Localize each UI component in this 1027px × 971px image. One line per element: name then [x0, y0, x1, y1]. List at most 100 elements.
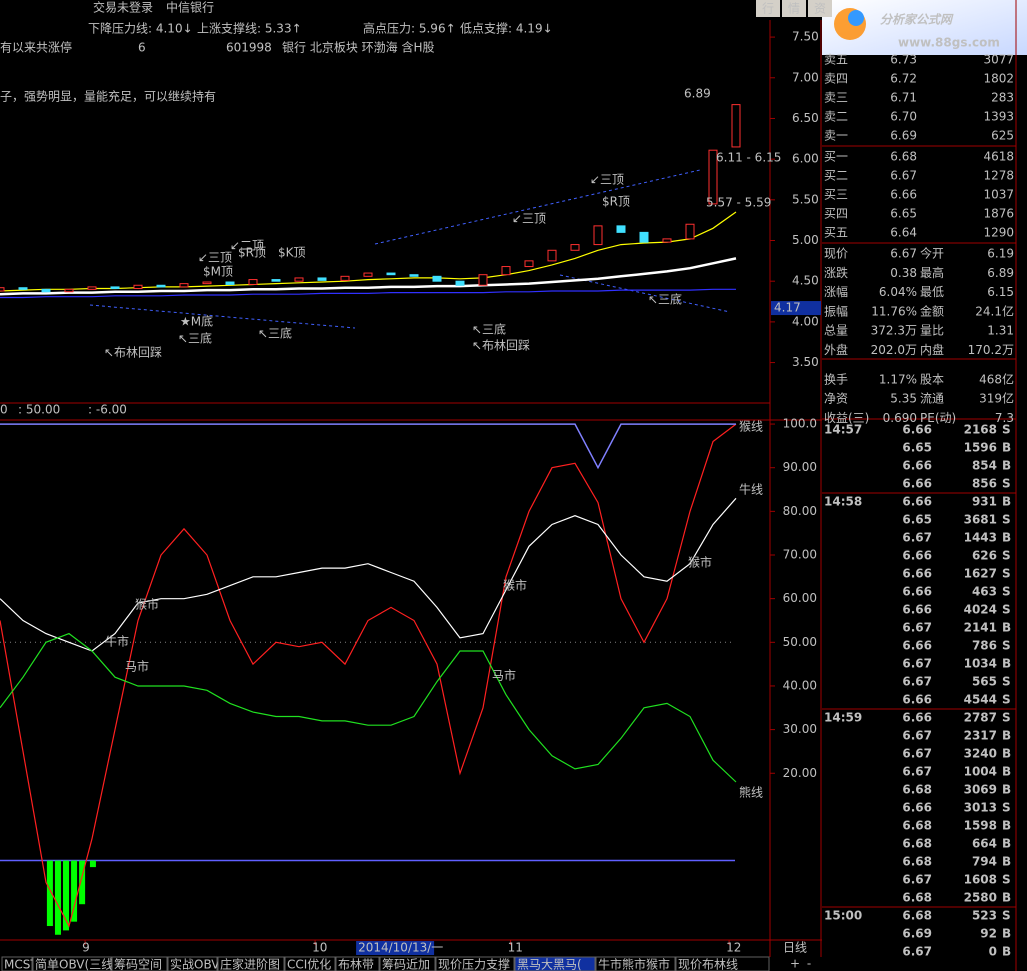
tab[interactable]	[514, 956, 596, 971]
tab-label[interactable]: 现价压力支撑	[438, 957, 510, 971]
tab[interactable]	[217, 956, 285, 971]
header-button[interactable]	[808, 0, 832, 17]
cursor-date-box	[356, 941, 435, 955]
tab-label[interactable]: CCI优化	[287, 958, 331, 971]
y-tick-label: 6.00	[792, 152, 819, 166]
quote-value: 7.3	[995, 411, 1014, 425]
tab-label[interactable]: 庄家进阶图	[220, 957, 280, 971]
nav-button[interactable]: -	[807, 957, 811, 971]
quote-value: 6.89	[987, 266, 1014, 280]
oscillator-line	[0, 423, 736, 470]
tick-volume: 3240	[964, 747, 997, 761]
header-button-label[interactable]: 资	[814, 2, 826, 16]
tick-price: 6.68	[902, 855, 932, 869]
annotation: ↖布林回踩	[104, 346, 162, 360]
tick-side: B	[1002, 819, 1011, 833]
tick-side: B	[1002, 837, 1011, 851]
series-label: 牛线	[739, 482, 763, 497]
quote-label: 最低	[920, 285, 944, 299]
header-button-label[interactable]: 情	[788, 2, 800, 16]
header-button-label[interactable]: 行	[762, 2, 774, 16]
y-tick-label: 6.50	[792, 111, 819, 125]
tick-volume: 1034	[964, 657, 997, 671]
tab-label[interactable]: 简单OBV(三线	[35, 958, 113, 971]
tab-label[interactable]: 筹码空间	[114, 958, 162, 971]
y-tick-label: 80.00	[783, 504, 817, 518]
stock-info: 银行 北京板块 环渤海 含H股	[282, 40, 434, 55]
tab[interactable]	[335, 956, 380, 971]
tick-side: B	[1002, 747, 1011, 761]
annotation: ↙三顶	[198, 251, 232, 265]
candle-body	[271, 279, 281, 282]
order-label: 买三	[824, 188, 848, 202]
tab[interactable]	[167, 956, 218, 971]
histogram-bar	[71, 860, 78, 922]
y-tick-label: 20.00	[783, 766, 817, 780]
login-status: 交易未登录	[93, 0, 153, 15]
tick-side: B	[1002, 459, 1011, 473]
tick-side: S	[1002, 693, 1011, 707]
candle-body	[225, 281, 235, 285]
order-price: 6.70	[890, 110, 917, 124]
tab[interactable]	[284, 956, 336, 971]
nav-button[interactable]: +	[790, 957, 800, 971]
tab-label[interactable]: 筹码近加	[382, 958, 430, 971]
candle-body	[662, 238, 672, 243]
tab[interactable]	[379, 956, 436, 971]
tab-label[interactable]: 布林带	[338, 958, 374, 971]
quote-value: 5.35	[890, 392, 917, 406]
candle-body	[685, 223, 695, 240]
tab[interactable]	[595, 956, 676, 971]
candle-body	[110, 286, 120, 290]
tab[interactable]	[435, 956, 515, 971]
quote-label: 收益(三)	[824, 411, 869, 425]
price-marker-box	[771, 301, 821, 316]
tick-price: 6.68	[902, 891, 932, 905]
order-volume: 1037	[983, 188, 1014, 202]
comment: 子，强势明显，量能充足，可以继续持有	[0, 89, 216, 104]
tab-label[interactable]: MCST	[4, 958, 38, 971]
tick-side: B	[1002, 765, 1011, 779]
y-tick-label: 30.00	[783, 722, 817, 736]
tab[interactable]	[675, 956, 770, 971]
tick-volume: 565	[972, 675, 997, 689]
tick-price: 6.68	[902, 837, 932, 851]
tick-volume: 2787	[964, 711, 997, 725]
tick-volume: 1627	[964, 567, 997, 581]
tick-price: 6.67	[902, 747, 932, 761]
tab[interactable]	[32, 956, 112, 971]
annotation: ↖布林回踩	[472, 339, 530, 353]
tab-label[interactable]: 现价布林线	[678, 958, 738, 971]
histogram-bar	[54, 860, 61, 935]
tab-label[interactable]: 实战OBV	[170, 957, 220, 971]
quote-value: 372.3万	[871, 324, 917, 338]
tab-label[interactable]: 黑马大黑马(	[517, 958, 582, 971]
quote-value: 1.17%	[879, 372, 917, 386]
tick-time: 14:58	[824, 495, 862, 509]
tick-side: S	[1002, 549, 1011, 563]
candle-body	[731, 104, 741, 148]
histogram-bar	[63, 860, 70, 931]
annotation: ↖三底	[472, 322, 506, 337]
indicator-info: 下降压力线: 4.10↓	[88, 22, 193, 36]
tick-price: 6.67	[902, 621, 932, 635]
y-tick-label: 5.50	[792, 192, 819, 206]
tick-side: B	[1002, 495, 1011, 509]
tab[interactable]	[111, 956, 168, 971]
x-tick-label: 10	[312, 941, 327, 955]
order-label: 卖三	[824, 91, 848, 105]
order-price: 6.67	[890, 169, 917, 183]
tick-volume: 3013	[964, 801, 997, 815]
indicator-header: 0	[0, 403, 8, 417]
tick-volume: 2168	[964, 423, 997, 437]
tick-side: B	[1002, 441, 1011, 455]
tab[interactable]	[1, 956, 33, 971]
tick-side: S	[1002, 909, 1011, 923]
tab-label[interactable]: 牛市熊市猴市	[598, 957, 670, 971]
header-button[interactable]	[756, 0, 780, 17]
header-button[interactable]	[782, 0, 806, 17]
candle-body	[41, 288, 51, 293]
tick-volume: 794	[972, 855, 997, 869]
tick-side: B	[1002, 621, 1011, 635]
